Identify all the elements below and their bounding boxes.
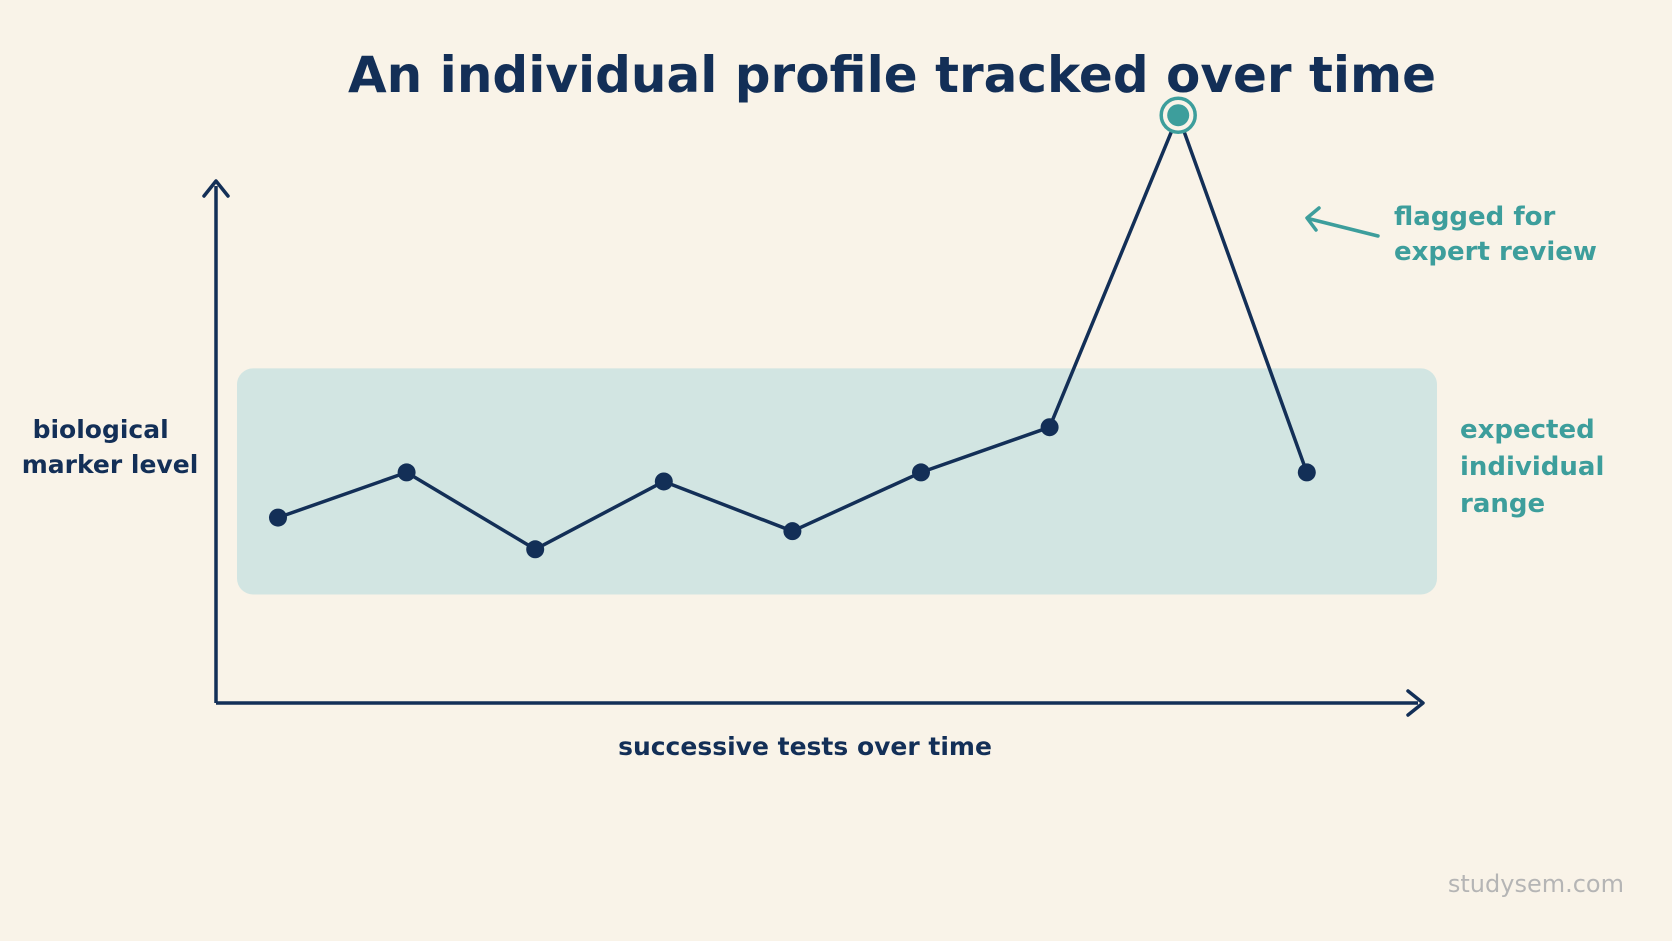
annotation-label-line-1: flagged for xyxy=(1394,202,1556,232)
series-line-segment xyxy=(919,425,1052,475)
expected-range-label-line-2: individual xyxy=(1460,452,1604,482)
series-line-segment xyxy=(533,479,666,552)
data-point xyxy=(654,472,673,491)
data-point xyxy=(397,463,416,482)
y-axis-label: biological marker level xyxy=(22,415,199,479)
x-axis-arrowhead xyxy=(1406,689,1425,717)
series-line-segment xyxy=(276,470,409,520)
data-point xyxy=(1297,463,1316,482)
annotation-arrow-line xyxy=(1308,217,1380,238)
watermark: studysem.com xyxy=(1448,870,1624,898)
expected-range-label: expected individual range xyxy=(1460,415,1613,519)
series-layer xyxy=(269,96,1316,559)
expected-range-label-line-1: expected xyxy=(1460,415,1595,445)
data-point xyxy=(526,540,545,559)
chart-title: An individual profile tracked over time xyxy=(348,46,1436,104)
y-axis-label-line-2: marker level xyxy=(22,450,199,479)
data-point xyxy=(1040,418,1059,437)
y-axis-arrowhead xyxy=(202,179,230,198)
series-line-segment xyxy=(404,470,537,552)
data-point xyxy=(912,463,930,482)
series-line-segment xyxy=(1047,113,1180,429)
expected-range-label-line-3: range xyxy=(1460,489,1545,519)
annotation-label-line-2: expert review xyxy=(1394,237,1597,267)
series-line-segment xyxy=(662,479,795,533)
annotation-arrowhead xyxy=(1305,206,1321,232)
series-line-segment xyxy=(790,470,923,533)
flagged-data-point xyxy=(1167,104,1190,127)
expected-range-band xyxy=(237,368,1437,595)
annotation-label: flagged for expert review xyxy=(1394,202,1597,267)
data-point xyxy=(783,522,802,541)
series-line-segment xyxy=(1176,113,1309,475)
x-axis-label: successive tests over time xyxy=(618,732,992,761)
y-axis-label-line-1: biological xyxy=(33,415,169,444)
data-point xyxy=(269,508,287,527)
